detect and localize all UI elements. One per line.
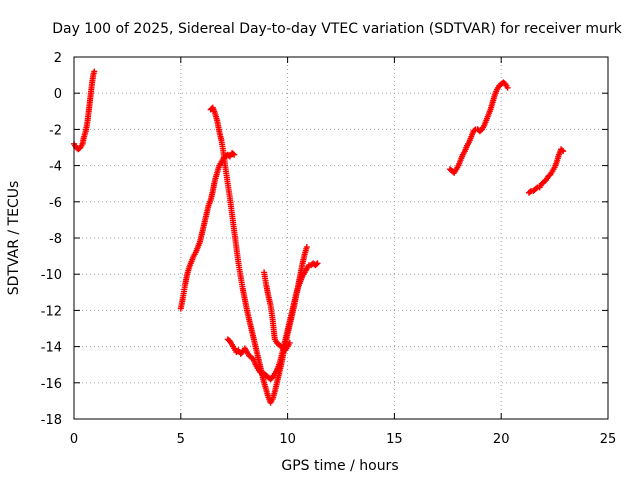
data-point bbox=[230, 150, 237, 157]
y-tick-label: -2 bbox=[49, 123, 62, 138]
data-point bbox=[313, 261, 320, 268]
y-tick-label: -18 bbox=[41, 413, 62, 428]
chart-title: Day 100 of 2025, Sidereal Day-to-day VTE… bbox=[52, 21, 622, 37]
y-tick-label: -10 bbox=[41, 268, 62, 283]
y-tick-label: -4 bbox=[49, 160, 62, 175]
data-point bbox=[533, 185, 540, 192]
y-tick-label: -14 bbox=[41, 341, 62, 356]
data-point bbox=[314, 260, 321, 267]
x-tick-label: 0 bbox=[70, 432, 78, 447]
data-point bbox=[91, 68, 98, 75]
x-tick-label: 20 bbox=[493, 432, 510, 447]
data-points bbox=[71, 68, 567, 406]
y-tick-label: -8 bbox=[49, 232, 62, 247]
data-point bbox=[303, 244, 310, 251]
x-tick-label: 5 bbox=[177, 432, 185, 447]
y-tick-label: -16 bbox=[41, 377, 62, 392]
x-tick-label: 15 bbox=[386, 432, 403, 447]
x-tick-label: 10 bbox=[279, 432, 296, 447]
y-tick-label: -12 bbox=[41, 304, 62, 319]
y-tick-label: 2 bbox=[54, 51, 62, 66]
data-point bbox=[286, 339, 293, 346]
y-axis-label: SDTVAR / TECUs bbox=[6, 181, 22, 296]
data-point bbox=[231, 151, 238, 158]
y-tick-label: -6 bbox=[49, 196, 62, 211]
data-point bbox=[527, 188, 534, 195]
grid bbox=[74, 57, 608, 419]
x-axis-label: GPS time / hours bbox=[281, 458, 398, 474]
x-tick-label: 25 bbox=[600, 432, 617, 447]
data-point bbox=[560, 148, 567, 155]
data-point bbox=[559, 147, 566, 154]
y-tick-label: 0 bbox=[54, 87, 62, 102]
data-point bbox=[504, 84, 511, 91]
data-point bbox=[257, 369, 264, 376]
